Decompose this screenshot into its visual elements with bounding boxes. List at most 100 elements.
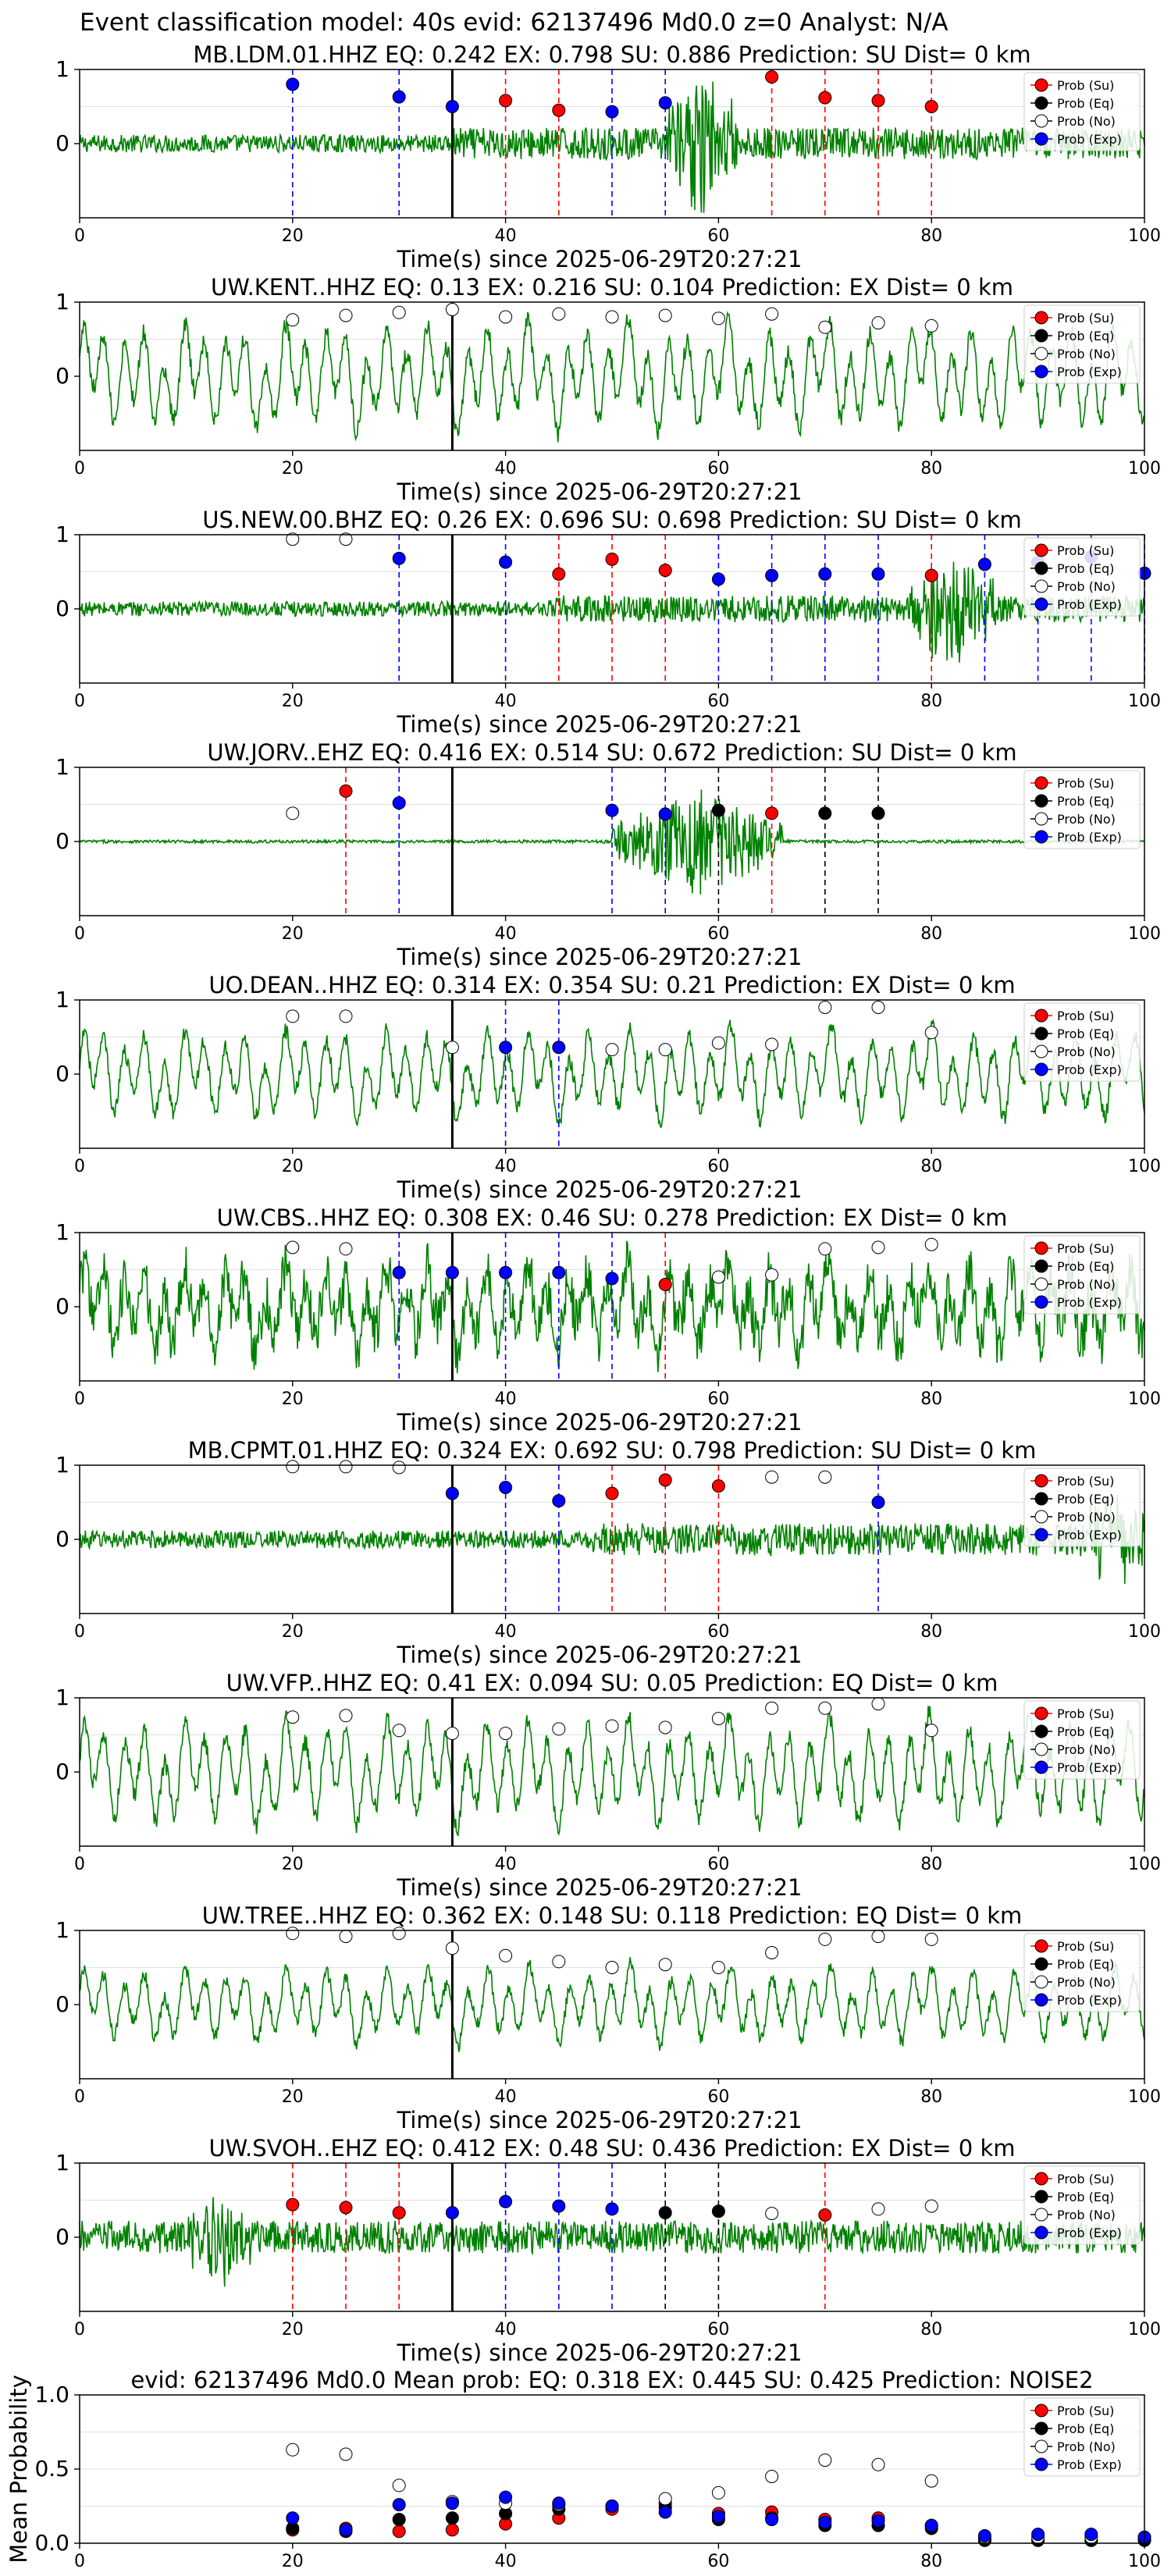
- legend-marker-eq: [1034, 1492, 1048, 1506]
- x-tick-label: 40: [495, 2552, 517, 2571]
- prob-point-no: [765, 1268, 779, 1282]
- prob-point-exp: [605, 105, 619, 119]
- x-tick-label: 100: [1128, 1389, 1161, 1409]
- x-tick-label: 20: [282, 2320, 304, 2339]
- mean-prob-point-no: [711, 2485, 725, 2500]
- prob-point-no: [711, 1036, 725, 1050]
- panel-title: UW.KENT..HHZ EQ: 0.13 EX: 0.216 SU: 0.10…: [211, 274, 1013, 301]
- prob-point-no: [552, 1722, 566, 1736]
- prob-point-exp: [658, 96, 672, 110]
- prob-point-no: [711, 311, 725, 326]
- prob-point-exp: [392, 90, 406, 104]
- y-tick-label: 1: [55, 521, 69, 547]
- legend-label: Prob (Eq): [1057, 96, 1114, 111]
- mean-prob-point-exp: [339, 2523, 353, 2537]
- station-panel: MB.CPMT.01.HHZ EQ: 0.324 EX: 0.692 SU: 0…: [55, 1437, 1161, 1668]
- legend-marker-exp: [1034, 1993, 1048, 2007]
- prob-point-exp: [499, 1481, 513, 1494]
- x-tick-label: 60: [707, 226, 729, 246]
- prob-point-exp: [552, 1494, 566, 1508]
- legend-label: Prob (Eq): [1057, 1957, 1114, 1972]
- prob-point-su: [339, 784, 353, 798]
- prob-point-no: [392, 1724, 406, 1738]
- legend-label: Prob (Exp): [1057, 1760, 1122, 1775]
- prob-point-su: [658, 1278, 672, 1291]
- prob-point-eq: [658, 2206, 672, 2220]
- prob-point-no: [765, 1946, 779, 1959]
- prob-point-no: [818, 1242, 832, 1256]
- prob-point-no: [286, 1240, 300, 1254]
- x-tick-label: 0: [74, 226, 85, 246]
- legend-marker-su: [1034, 1241, 1048, 1255]
- x-tick-label: 20: [282, 459, 304, 479]
- legend-label: Prob (Exp): [1057, 1295, 1122, 1310]
- legend-marker-su: [1034, 1706, 1048, 1720]
- prob-point-no: [658, 1720, 672, 1735]
- prob-point-exp: [499, 2194, 513, 2208]
- mean-prob-point-exp: [871, 2514, 885, 2528]
- prob-point-no: [765, 1037, 779, 1051]
- prob-point-no: [818, 1470, 832, 1484]
- legend-label: Prob (Exp): [1057, 365, 1122, 379]
- x-tick-label: 80: [920, 692, 942, 711]
- mean-prob-point-exp: [605, 2500, 619, 2513]
- legend-label: Prob (Eq): [1057, 1724, 1114, 1739]
- prob-point-exp: [499, 1265, 513, 1279]
- x-tick-label: 100: [1128, 1855, 1161, 1874]
- legend-marker-no: [1034, 1044, 1048, 1059]
- x-axis-label: Time(s) since 2025-06-29T20:27:21: [397, 1409, 803, 1436]
- y-tick-label: 0: [55, 2224, 69, 2250]
- legend-label: Prob (Eq): [1057, 1259, 1114, 1274]
- x-tick-label: 20: [282, 692, 304, 711]
- x-tick-label: 0: [74, 459, 85, 479]
- x-tick-label: 80: [920, 226, 942, 246]
- mean-prob-point-eq: [445, 2511, 459, 2525]
- legend-marker-eq: [1034, 1724, 1048, 1738]
- prob-point-no: [286, 1927, 300, 1941]
- prob-point-no: [658, 1043, 672, 1057]
- legend-marker-exp: [1034, 132, 1048, 146]
- prob-point-su: [765, 806, 779, 820]
- prob-point-su: [392, 2206, 406, 2220]
- waveform-trace: [79, 81, 1145, 213]
- mean-prob-point-exp: [924, 2518, 938, 2532]
- prob-point-eq: [711, 2204, 725, 2218]
- legend-label: Prob (Eq): [1057, 561, 1114, 576]
- prob-point-exp: [552, 2199, 566, 2213]
- x-tick-label: 100: [1128, 2320, 1161, 2339]
- legend-marker-eq: [1034, 561, 1048, 575]
- station-panel: UW.KENT..HHZ EQ: 0.13 EX: 0.216 SU: 0.10…: [55, 274, 1161, 505]
- x-tick-label: 60: [707, 1389, 729, 1409]
- x-tick-label: 0: [74, 924, 85, 944]
- x-tick-label: 20: [282, 924, 304, 944]
- prob-point-no: [339, 308, 353, 322]
- x-tick-label: 100: [1128, 1157, 1161, 1176]
- x-tick-label: 100: [1128, 1622, 1161, 1642]
- prob-point-no: [765, 2207, 779, 2221]
- mean-prob-point-no: [924, 2474, 938, 2488]
- prob-point-no: [658, 308, 672, 322]
- legend-label: Prob (No): [1057, 1742, 1116, 1757]
- mean-prob-point-no: [392, 2478, 406, 2492]
- panel-title: UW.SVOH..EHZ EQ: 0.412 EX: 0.48 SU: 0.43…: [208, 2135, 1015, 2161]
- x-tick-label: 0: [74, 1157, 85, 1176]
- mean-prob-point-eq: [392, 2513, 406, 2527]
- x-tick-label: 60: [707, 2320, 729, 2339]
- legend-marker-eq: [1034, 1259, 1048, 1273]
- x-axis-label: Time(s) since 2025-06-29T20:27:21: [397, 944, 803, 970]
- prob-point-su: [871, 94, 885, 108]
- prob-point-exp: [871, 1496, 885, 1509]
- prob-point-su: [818, 2208, 832, 2222]
- legend-marker-exp: [1034, 597, 1048, 611]
- legend-marker-su: [1034, 311, 1048, 325]
- legend-label: Prob (Exp): [1057, 1528, 1122, 1542]
- mean-prob-point-exp: [818, 2515, 832, 2529]
- y-axis-label: Mean Probability: [5, 2375, 32, 2564]
- mean-prob-point-exp: [286, 2511, 300, 2525]
- waveform-trace: [79, 1957, 1145, 2052]
- legend-label: Prob (Su): [1057, 1939, 1114, 1954]
- prob-point-no: [924, 1724, 938, 1738]
- prob-point-no: [871, 316, 885, 330]
- prob-point-no: [445, 1041, 459, 1055]
- prob-point-no: [924, 2199, 938, 2213]
